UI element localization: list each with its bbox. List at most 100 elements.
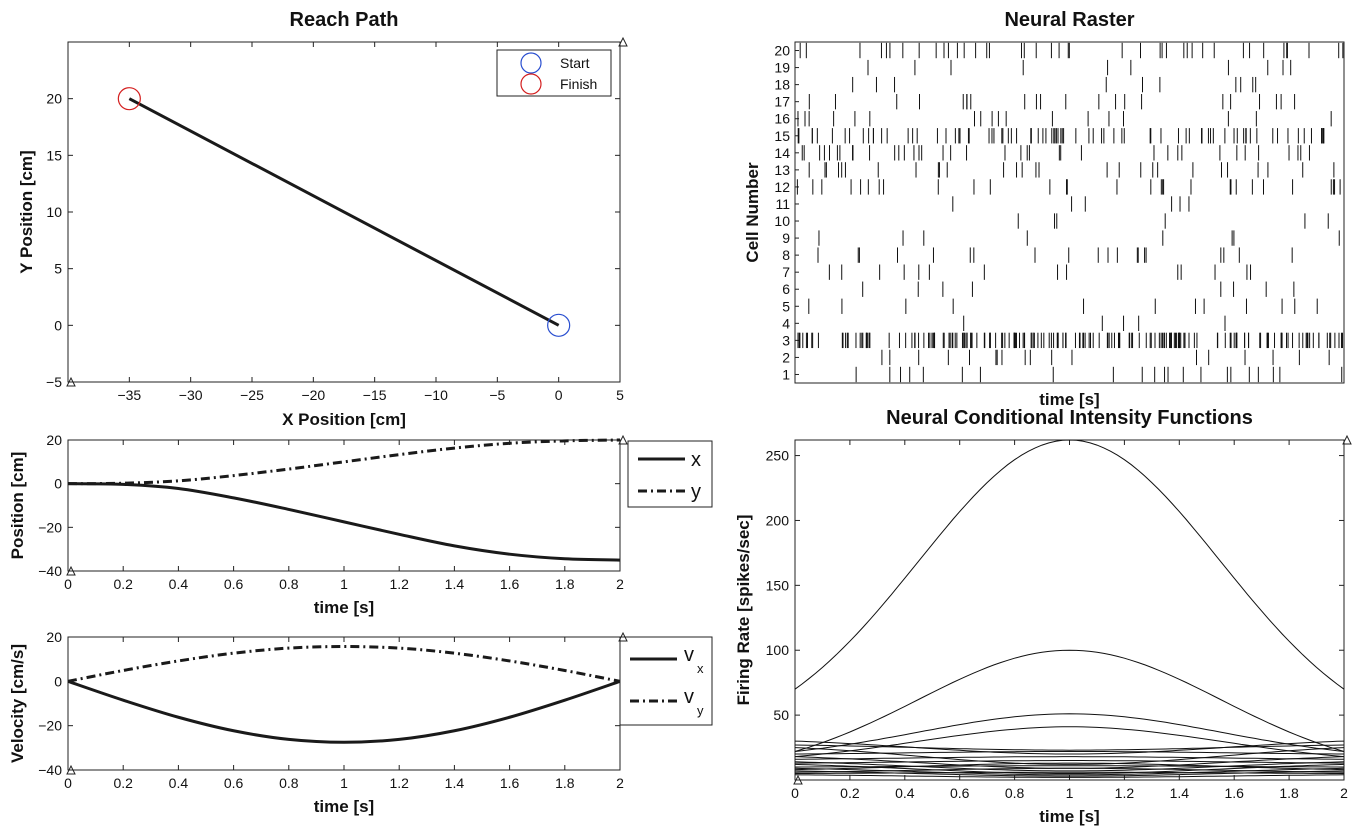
corner-marker: [66, 764, 76, 775]
x-tick-label: 0: [555, 387, 563, 403]
y-tick-label: 15: [774, 128, 790, 144]
corner-marker: [66, 376, 76, 387]
velocity-axes: [67, 636, 621, 771]
velocity-ylabel: Velocity [cm/s]: [8, 644, 27, 763]
reach-ylabel: Y Position [cm]: [17, 150, 36, 273]
y-tick-label: 7: [782, 264, 790, 280]
reach-title: Reach Path: [290, 9, 399, 31]
y-tick-label: 18: [774, 77, 790, 93]
y-tick-label: 3: [782, 332, 790, 348]
cif-curve-16: [794, 762, 1345, 771]
corner-marker: [618, 631, 628, 642]
cif-title: Neural Conditional Intensity Functions: [886, 407, 1253, 429]
cif-ylabel: Firing Rate [spikes/sec]: [734, 515, 753, 706]
raster-ylabel: Cell Number: [743, 162, 762, 263]
x-tick-label: −20: [301, 387, 325, 403]
y-tick-label: 2: [782, 349, 790, 365]
y-tick-label: 16: [774, 111, 790, 127]
legend-subscript: y: [697, 703, 704, 718]
x-tick-label: 0.8: [279, 576, 299, 592]
cif-curve-14: [795, 765, 1344, 768]
x-tick-label: 0.6: [224, 576, 244, 592]
x-tick-label: 0.6: [224, 775, 244, 791]
y-tick-label: 0: [54, 476, 62, 492]
x-tick-label: 0.8: [279, 775, 299, 791]
position-legend-box: [627, 440, 713, 508]
x-tick-label: 1: [1066, 785, 1074, 801]
legend-marker: [520, 73, 542, 95]
legend-marker: [520, 52, 542, 74]
x-tick-label: −30: [179, 387, 203, 403]
x-tick-label: 0.4: [169, 775, 189, 791]
cif-axes: [794, 439, 1345, 781]
y-tick-label: 0: [54, 317, 62, 333]
legend-label: v: [684, 644, 694, 666]
reach-legend-box: [496, 49, 612, 97]
y-tick-label: 20: [46, 91, 62, 107]
y-tick-label: 20: [46, 629, 62, 645]
y-tick-label: 10: [46, 204, 62, 220]
reach-marker-finish: [117, 87, 141, 111]
legend-subscript: x: [697, 661, 704, 676]
y-tick-label: 9: [782, 230, 790, 246]
y-tick-label: 20: [774, 43, 790, 59]
corner-marker: [793, 774, 803, 785]
position-axes: [67, 439, 621, 572]
x-tick-label: 1.8: [555, 576, 575, 592]
legend-label: v: [684, 686, 694, 708]
x-tick-label: 0.6: [950, 785, 970, 801]
y-tick-label: 6: [782, 281, 790, 297]
cif-curve-2: [794, 649, 1345, 752]
x-tick-label: 1.4: [445, 576, 465, 592]
y-tick-label: 100: [766, 642, 790, 658]
cif-curve-8: [795, 751, 1344, 755]
x-tick-label: 0.2: [113, 576, 133, 592]
x-tick-label: 2: [1340, 785, 1348, 801]
y-tick-label: 12: [774, 179, 790, 195]
y-tick-label: 8: [782, 247, 790, 263]
y-tick-label: 14: [774, 145, 790, 161]
x-tick-label: 2: [616, 576, 624, 592]
x-tick-label: 0.4: [169, 576, 189, 592]
y-tick-label: −40: [38, 563, 62, 579]
cif-curve-1: [794, 439, 1345, 690]
velocity-xlabel: time [s]: [314, 797, 374, 816]
x-tick-label: 0: [64, 775, 72, 791]
velocity-series-1: [67, 679, 621, 744]
velocity-legend-box: [619, 636, 713, 726]
y-tick-label: 250: [766, 448, 790, 464]
x-tick-label: 0.2: [113, 775, 133, 791]
position-ylabel: Position [cm]: [8, 452, 27, 560]
x-tick-label: 1.2: [389, 576, 409, 592]
cif-curve-6: [794, 744, 1345, 751]
y-tick-label: 13: [774, 162, 790, 178]
cif-curve-3: [794, 713, 1345, 752]
x-tick-label: 1.4: [445, 775, 465, 791]
y-tick-label: −20: [38, 718, 62, 734]
cif-curve-19: [795, 771, 1344, 774]
y-tick-label: 1: [782, 366, 790, 382]
x-tick-label: −5: [489, 387, 505, 403]
raster-xlabel: time [s]: [1039, 390, 1099, 409]
x-tick-label: 0.4: [895, 785, 915, 801]
cif-curve-18: [794, 767, 1345, 773]
y-tick-label: 50: [773, 707, 789, 723]
x-tick-label: 1.8: [1279, 785, 1299, 801]
y-tick-label: 0: [54, 673, 62, 689]
corner-marker: [66, 565, 76, 576]
cif-curve-20: [794, 774, 1345, 778]
reach-xlabel: X Position [cm]: [282, 410, 406, 429]
raster-spikes: [796, 42, 1344, 383]
y-tick-label: 11: [775, 196, 790, 212]
x-tick-label: 1.2: [1115, 785, 1135, 801]
reach-path-line: [128, 97, 560, 327]
x-tick-label: −10: [424, 387, 448, 403]
position-series-2: [67, 438, 621, 486]
raster-title: Neural Raster: [1004, 9, 1134, 31]
x-tick-label: 1.8: [555, 775, 575, 791]
y-tick-label: 4: [782, 315, 790, 331]
y-tick-label: 200: [766, 512, 790, 528]
x-tick-label: 0: [791, 785, 799, 801]
y-tick-label: 5: [54, 261, 62, 277]
legend-label: Finish: [560, 76, 597, 92]
